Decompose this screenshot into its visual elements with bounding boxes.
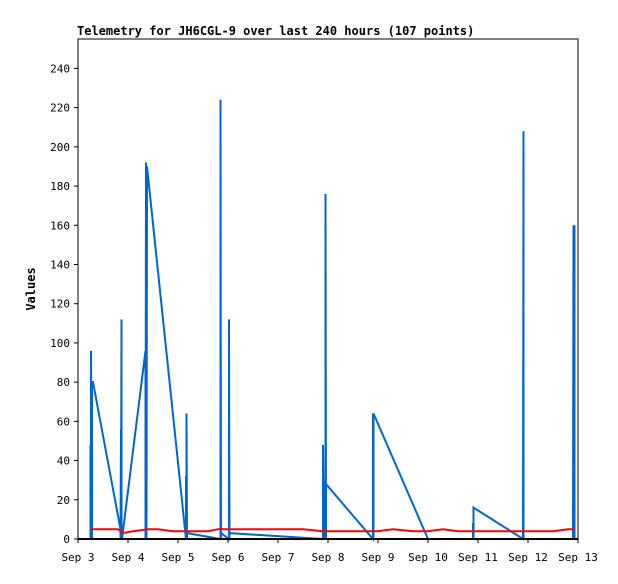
x-tick-label: Sep 4 xyxy=(111,551,144,564)
chart-title: Telemetry for JH6CGL-9 over last 240 hou… xyxy=(77,24,474,38)
y-axis-label: Values xyxy=(24,267,38,310)
y-tick-label: 240 xyxy=(50,62,70,75)
y-tick-label: 80 xyxy=(57,376,70,389)
y-tick-label: 200 xyxy=(50,141,70,154)
y-tick-label: 180 xyxy=(50,180,70,193)
x-tick-label: Sep 3 xyxy=(61,551,94,564)
y-tick-label: 160 xyxy=(50,219,70,232)
x-tick-label: Sep 5 xyxy=(161,551,194,564)
y-tick-label: 20 xyxy=(57,494,70,507)
y-tick-label: 40 xyxy=(57,455,70,468)
y-tick-label: 140 xyxy=(50,258,70,271)
y-tick-label: 100 xyxy=(50,337,70,350)
plot-area: 0 20 40 60 80 100 120 140 160 180 200 220 240 Sep 3 Se… xyxy=(50,38,598,564)
series-line-1 xyxy=(90,528,575,535)
x-tick-label: Sep 13 xyxy=(558,551,598,564)
series-line-0 xyxy=(89,99,576,542)
x-tick-label: Sep 11 xyxy=(458,551,498,564)
y-tick-label: 220 xyxy=(50,102,70,115)
y-tick-label: 60 xyxy=(57,415,70,428)
x-tick-label: Sep 9 xyxy=(361,551,394,564)
x-tick-label: Sep 6 xyxy=(211,551,244,564)
x-tick-label: Sep 7 xyxy=(261,551,294,564)
x-tick-label: Sep 12 xyxy=(508,551,548,564)
y-tick-label: 0 xyxy=(63,533,70,546)
y-tick-label: 120 xyxy=(50,298,70,311)
x-tick-label: Sep 10 xyxy=(408,551,448,564)
x-tick-label: Sep 8 xyxy=(311,551,344,564)
